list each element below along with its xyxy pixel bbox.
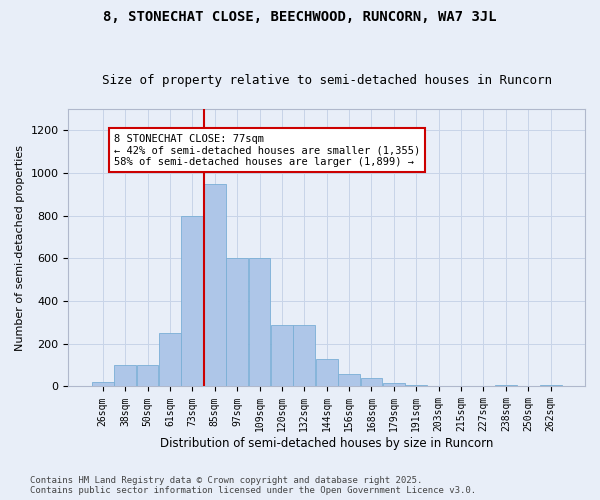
Bar	[204, 184, 226, 386]
Bar	[271, 324, 293, 386]
Bar	[293, 324, 315, 386]
Title: Size of property relative to semi-detached houses in Runcorn: Size of property relative to semi-detach…	[102, 74, 552, 87]
Bar	[383, 384, 405, 386]
Text: 8, STONECHAT CLOSE, BEECHWOOD, RUNCORN, WA7 3JL: 8, STONECHAT CLOSE, BEECHWOOD, RUNCORN, …	[103, 10, 497, 24]
Bar	[114, 365, 136, 386]
Bar	[338, 374, 360, 386]
Bar	[92, 382, 113, 386]
Bar	[316, 358, 338, 386]
Y-axis label: Number of semi-detached properties: Number of semi-detached properties	[15, 144, 25, 350]
X-axis label: Distribution of semi-detached houses by size in Runcorn: Distribution of semi-detached houses by …	[160, 437, 493, 450]
Bar	[361, 378, 382, 386]
Bar	[181, 216, 203, 386]
Bar	[248, 258, 271, 386]
Bar	[137, 365, 158, 386]
Text: 8 STONECHAT CLOSE: 77sqm
← 42% of semi-detached houses are smaller (1,355)
58% o: 8 STONECHAT CLOSE: 77sqm ← 42% of semi-d…	[114, 134, 420, 166]
Text: Contains HM Land Registry data © Crown copyright and database right 2025.
Contai: Contains HM Land Registry data © Crown c…	[30, 476, 476, 495]
Bar	[226, 258, 248, 386]
Bar	[159, 333, 181, 386]
